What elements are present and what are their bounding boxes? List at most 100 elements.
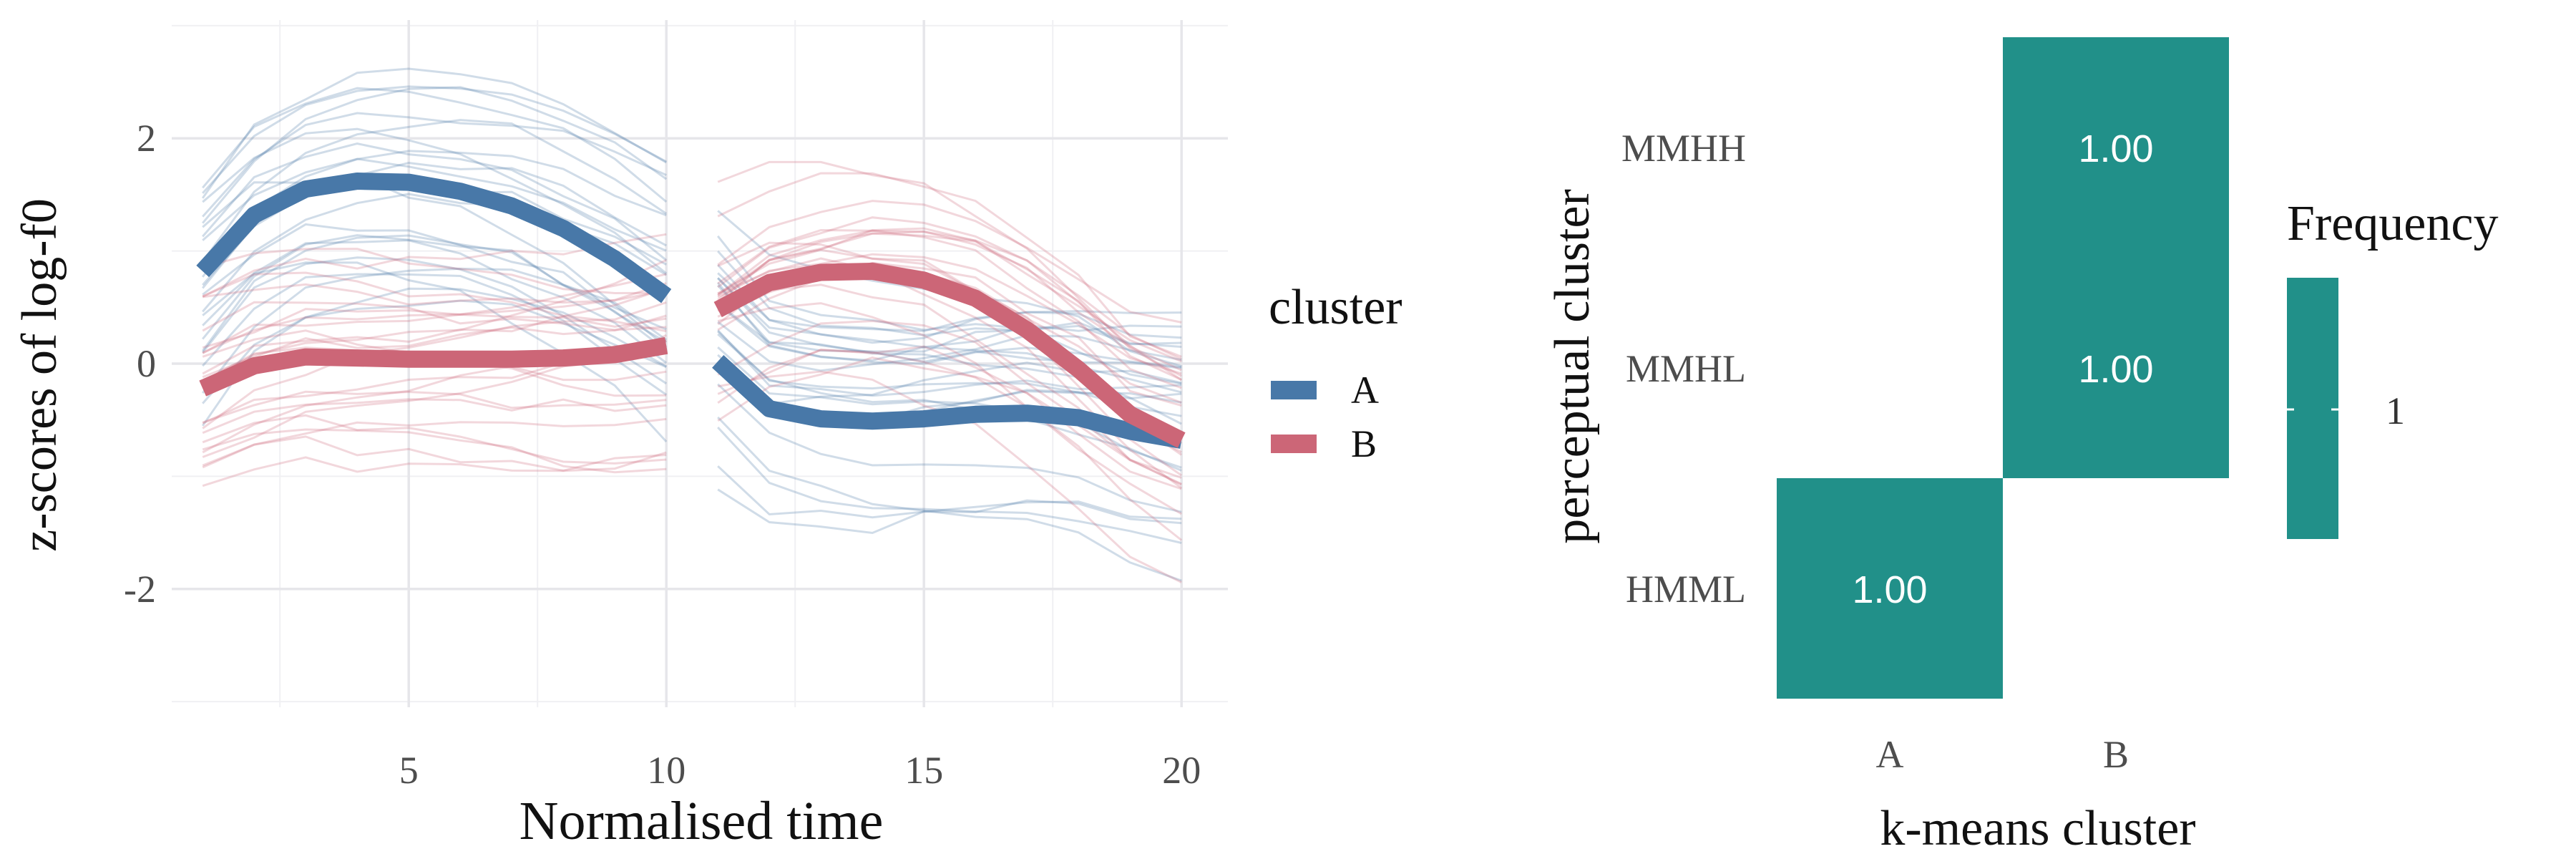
x-tick-labels: 5 10 15 20 (399, 749, 1201, 792)
background-trace (202, 234, 668, 351)
heatmap-cell-label: 1.00 (2078, 127, 2153, 170)
x-tick-label: 5 (399, 749, 419, 792)
y-tick-label: 0 (137, 342, 156, 385)
heatmap-cell-b-mmhl (2003, 258, 2229, 478)
y-axis-title: z-scores of log-f0 (12, 198, 67, 552)
background-trace (202, 259, 667, 384)
background-trace (202, 256, 668, 384)
background-trace (717, 383, 1182, 513)
heatmap-cell-label: 1.00 (1852, 568, 1927, 611)
background-trace (202, 261, 668, 443)
background-trace (717, 283, 1182, 479)
x-tick-label: 15 (904, 749, 943, 792)
heatmap-cell-a-hmml (1777, 478, 2003, 699)
background-trace (717, 302, 1183, 541)
heatmap-cells: 1.00 1.00 1.00 (1777, 37, 2229, 699)
series-line-b-segment-2 (713, 263, 1186, 448)
line-legend: cluster A B (1269, 280, 1402, 465)
heatmap-y-label: HMML (1626, 568, 1746, 611)
background-trace (717, 321, 1182, 372)
background-trace (202, 223, 667, 344)
background-trace (202, 282, 667, 354)
background-trace (717, 282, 1182, 369)
background-trace (717, 229, 1182, 372)
background-trace (201, 234, 668, 352)
y-tick-label: 2 (137, 117, 156, 160)
series-line-a-segment-1 (196, 173, 672, 304)
background-trace (202, 157, 667, 252)
background-trace (717, 302, 1182, 353)
heatmap-y-label: MMHH (1621, 127, 1746, 170)
background-trace (202, 142, 668, 261)
x-axis-title: Normalised time (519, 791, 884, 851)
background-trace (202, 435, 667, 472)
background-trace (202, 86, 668, 224)
background-trace (717, 160, 1182, 377)
background-trace (202, 390, 667, 424)
background-traces (201, 67, 1183, 583)
background-trace (717, 216, 1182, 361)
background-trace (202, 239, 668, 364)
background-trace (717, 232, 1182, 381)
background-trace (202, 451, 667, 487)
background-trace (717, 241, 1183, 477)
background-trace (202, 127, 668, 275)
background-trace (717, 416, 1182, 582)
background-trace (202, 428, 667, 474)
background-trace (717, 277, 1182, 344)
background-trace (717, 319, 1182, 486)
line-chart-gridlines (172, 20, 1228, 707)
background-trace (717, 228, 1182, 389)
background-trace (202, 414, 667, 465)
background-trace (202, 287, 667, 375)
heatmap-y-axis-title: perceptual cluster (1545, 189, 1600, 544)
background-trace (201, 287, 667, 427)
line-chart-panel: 5 10 15 20 -2 0 2 Normalised time z-scores of… (12, 20, 1402, 851)
heatmap-cell-label: 1.00 (2078, 348, 2153, 391)
background-trace (717, 250, 1182, 348)
background-trace (202, 301, 667, 332)
background-trace (717, 346, 1182, 469)
background-trace (717, 235, 1182, 385)
background-trace (201, 67, 667, 199)
y-tick-label: -2 (124, 568, 156, 611)
background-trace (202, 283, 667, 306)
background-trace (201, 119, 668, 263)
background-trace (202, 267, 667, 394)
background-trace (717, 272, 1182, 339)
background-trace (717, 345, 1182, 490)
background-trace (202, 87, 668, 203)
heatmap-x-label: A (1876, 733, 1904, 776)
background-trace (202, 301, 667, 430)
background-trace (717, 261, 1182, 407)
x-tick-label: 10 (647, 749, 686, 792)
background-trace (202, 174, 668, 348)
series-line-b-segment-1 (199, 336, 668, 397)
heatmap-y-labels: HMML MMHL MMHH (1621, 127, 1746, 611)
background-trace (717, 356, 1182, 485)
background-trace (202, 308, 667, 349)
background-trace (202, 314, 667, 379)
background-trace (202, 85, 667, 194)
frequency-legend: Frequency 1 (2287, 196, 2498, 539)
background-trace (717, 277, 1182, 369)
frequency-colorbar (2287, 278, 2338, 539)
background-trace (202, 273, 668, 396)
background-trace (202, 299, 667, 404)
line-chart-series (196, 173, 1186, 449)
background-trace (717, 230, 1183, 382)
background-trace (717, 488, 1182, 535)
legend-label-b: B (1351, 422, 1377, 465)
y-tick-labels: -2 0 2 (124, 117, 156, 611)
background-trace (717, 349, 1182, 515)
background-trace (202, 112, 667, 218)
background-trace (717, 227, 1182, 363)
heatmap-cell-b-mmhh (2003, 37, 2229, 258)
background-trace (717, 264, 1182, 394)
legend-label-a: A (1351, 369, 1379, 412)
frequency-legend-title: Frequency (2287, 196, 2498, 251)
